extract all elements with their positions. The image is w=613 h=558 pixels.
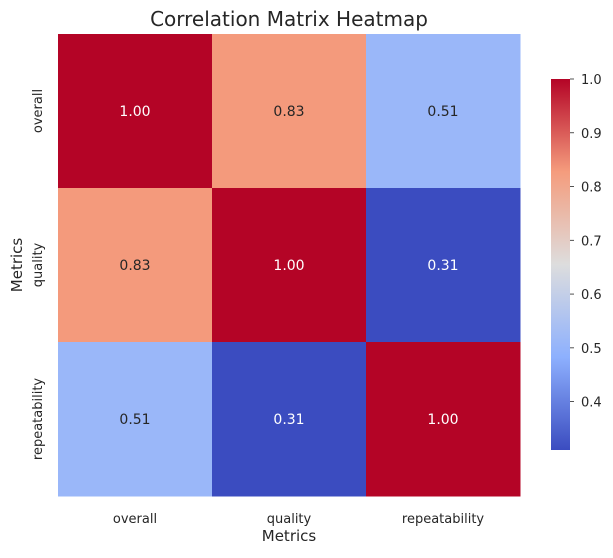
cell-annotation: 1.00 [273, 258, 304, 274]
colorbar-tick-label: 0.8 [581, 181, 602, 196]
cell-annotation: 0.51 [427, 104, 458, 120]
cell-annotation: 1.00 [427, 412, 458, 428]
colorbar-tick-label: 0.4 [581, 396, 602, 411]
cell-annotation: 0.51 [119, 412, 150, 428]
x-tick-label: quality [267, 512, 312, 527]
colorbar-ticks: 0.4 0.5 0.6 0.7 0.8 0.9 1.0 [570, 73, 602, 411]
heatmap-cell [366, 342, 521, 497]
y-tick-labels: overall quality repeatability [31, 89, 46, 460]
cell-annotation: 1.00 [119, 104, 150, 120]
cell-annotation: 0.83 [119, 258, 150, 274]
colorbar-tick-label: 0.7 [581, 234, 602, 249]
y-tick-label: overall [31, 89, 46, 133]
heatmap-cells [58, 34, 521, 497]
colorbar-gradient [551, 79, 570, 450]
heatmap-cell [212, 34, 367, 189]
heatmap-cell [366, 188, 521, 343]
heatmap-cell [58, 188, 213, 343]
heatmap-cell [366, 34, 521, 189]
x-tick-label: overall [113, 512, 157, 527]
colorbar-tick-label: 1.0 [581, 73, 602, 88]
cell-annotation: 0.31 [273, 412, 304, 428]
cell-annotation: 0.31 [427, 258, 458, 274]
colorbar-tick-label: 0.9 [581, 127, 602, 142]
heatmap-annotations: 1.00 0.83 0.51 0.83 1.00 0.31 0.51 0.31 1.00 [119, 104, 458, 428]
x-tick-label: repeatability [402, 512, 485, 527]
heatmap-cell [58, 342, 213, 497]
y-axis-label: Metrics [8, 238, 26, 293]
cell-annotation: 0.83 [273, 104, 304, 120]
colorbar: 0.4 0.5 0.6 0.7 0.8 0.9 1.0 [551, 73, 602, 450]
heatmap-cell [212, 188, 367, 343]
heatmap-cell [212, 342, 367, 497]
heatmap-cell [58, 34, 213, 189]
y-tick-label: repeatability [31, 378, 46, 461]
y-tick-label: quality [31, 242, 46, 287]
colorbar-tick-label: 0.6 [581, 288, 602, 303]
chart-title: Correlation Matrix Heatmap [150, 7, 428, 31]
x-tick-labels: overall quality repeatability [113, 512, 485, 527]
x-axis-label: Metrics [262, 527, 317, 545]
colorbar-tick-label: 0.5 [581, 342, 602, 357]
